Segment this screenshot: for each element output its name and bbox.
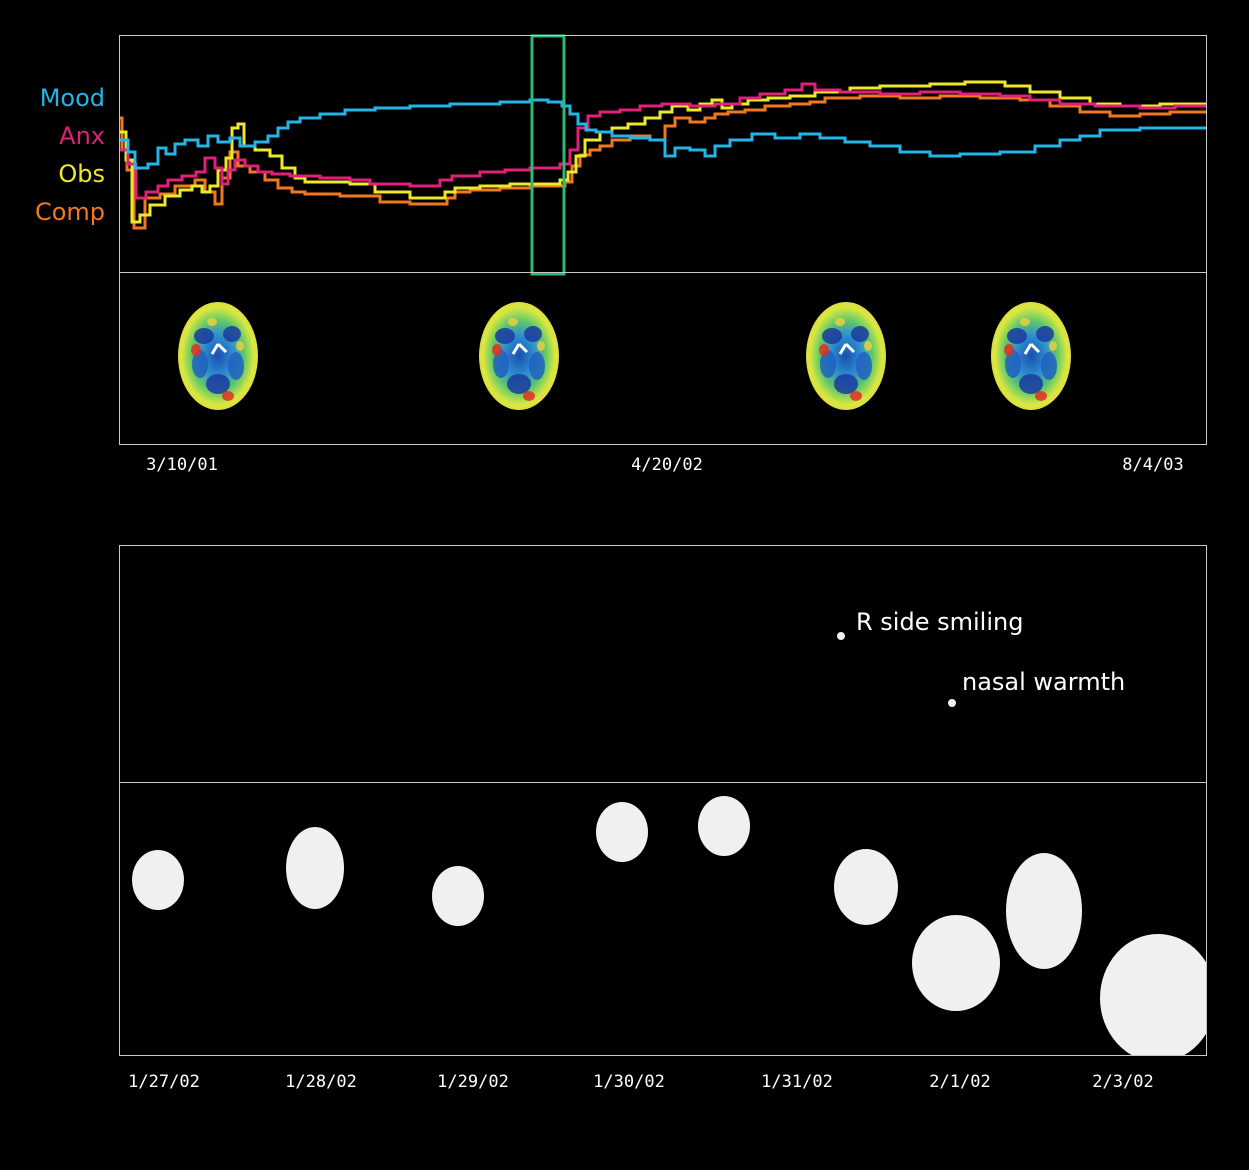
x-tick-label: 4/20/02 <box>631 455 703 475</box>
timeline-chart: Mood Anx Obs Comp <box>35 34 1207 475</box>
event-chart: R side smiling nasal warmth 1/27/02 1/28… <box>119 545 1216 1092</box>
event-7[interactable] <box>912 915 1000 1011</box>
event-6[interactable] <box>834 849 898 925</box>
x-tick-label: 1/27/02 <box>128 1072 200 1092</box>
annotation-dot[interactable] <box>948 699 956 707</box>
event-1[interactable] <box>132 850 184 910</box>
brain-scan-3[interactable] <box>806 302 886 410</box>
x-tick-label: 3/10/01 <box>146 455 218 475</box>
x-tick-label: 1/29/02 <box>437 1072 509 1092</box>
series-layer <box>120 80 1206 230</box>
event-5[interactable] <box>698 796 750 856</box>
series-line-anx <box>120 82 1206 200</box>
brain-scan-layer <box>178 302 1071 410</box>
event-2[interactable] <box>286 827 344 909</box>
x-tick-label: 1/30/02 <box>593 1072 665 1092</box>
event-plot-frame <box>119 545 1207 1056</box>
event-4[interactable] <box>596 802 648 862</box>
series-line-mood <box>120 98 1206 170</box>
legend-anx: Anx <box>59 122 105 150</box>
event-layer <box>132 796 1216 1062</box>
x-tick-label: 2/1/02 <box>929 1072 990 1092</box>
legend-mood: Mood <box>40 84 105 112</box>
event-8[interactable] <box>1006 853 1082 969</box>
annotation-dot[interactable] <box>837 632 845 640</box>
x-tick-label: 1/28/02 <box>285 1072 357 1092</box>
legend-obs: Obs <box>58 160 105 188</box>
event-3[interactable] <box>432 866 484 926</box>
event-9[interactable] <box>1100 934 1216 1062</box>
x-tick-label: 2/3/02 <box>1092 1072 1153 1092</box>
brain-scan-4[interactable] <box>991 302 1071 410</box>
annotation-label: nasal warmth <box>962 668 1125 696</box>
brain-scan-2[interactable] <box>479 302 559 410</box>
x-tick-label: 1/31/02 <box>761 1072 833 1092</box>
annotation-label: R side smiling <box>856 608 1023 636</box>
legend-comp: Comp <box>35 198 105 226</box>
legend: Mood Anx Obs Comp <box>35 84 105 226</box>
series-line-obs <box>120 80 1206 224</box>
x-tick-label: 8/4/03 <box>1122 455 1183 475</box>
brain-scan-1[interactable] <box>178 302 258 410</box>
timeline-plot-frame <box>119 35 1207 445</box>
